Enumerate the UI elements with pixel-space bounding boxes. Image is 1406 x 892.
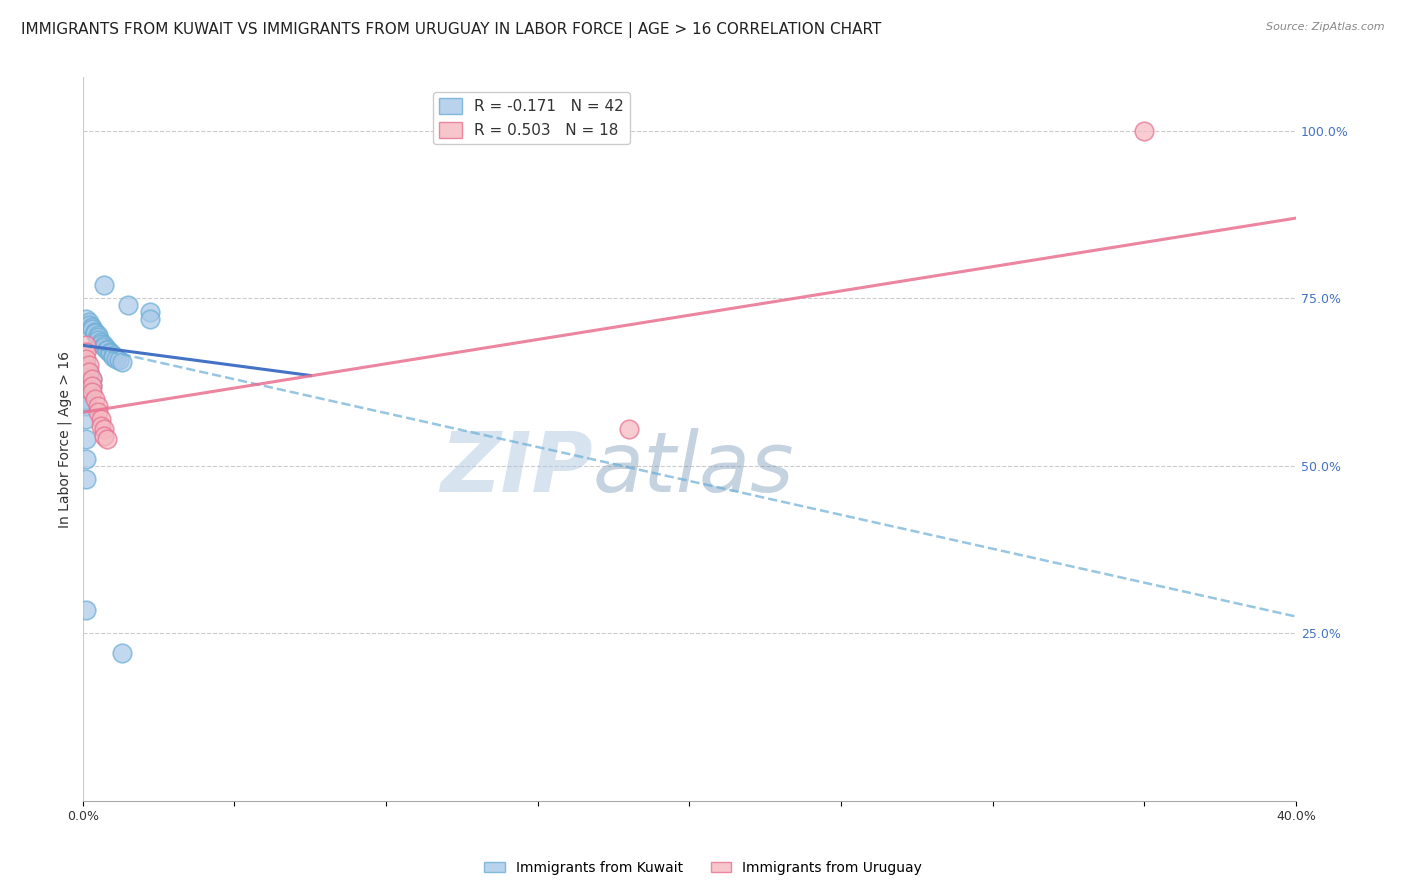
Text: IMMIGRANTS FROM KUWAIT VS IMMIGRANTS FROM URUGUAY IN LABOR FORCE | AGE > 16 CORR: IMMIGRANTS FROM KUWAIT VS IMMIGRANTS FRO… [21,22,882,38]
Point [80,319,103,334]
Legend: Immigrants from Kuwait, Immigrants from Uruguay: Immigrants from Kuwait, Immigrants from … [478,855,928,880]
Point [93,429,115,443]
Text: Source: ZipAtlas.com: Source: ZipAtlas.com [1267,22,1385,32]
Point [75,385,97,400]
Point [77,315,100,329]
Point [75,345,97,359]
Point [617,422,640,436]
Point [75,392,97,406]
Point [108,353,131,368]
Point [75,399,97,413]
Point [90,334,112,349]
Point [98,345,121,359]
Point [87,330,110,344]
Point [96,343,118,357]
Point [87,328,110,343]
Point [75,412,97,426]
Point [93,338,115,352]
Point [80,372,103,386]
Point [101,348,124,362]
Point [77,359,100,373]
Point [80,378,103,392]
Point [138,311,160,326]
Point [75,338,97,352]
Point [98,346,121,360]
Point [87,405,110,419]
Legend: R = -0.171   N = 42, R = 0.503   N = 18: R = -0.171 N = 42, R = 0.503 N = 18 [433,92,630,145]
Point [75,432,97,446]
Point [84,325,107,339]
Text: ZIP: ZIP [440,427,592,508]
Point [77,365,100,379]
Point [90,337,112,351]
Point [84,326,107,341]
Point [75,452,97,467]
Point [75,361,97,376]
Point [111,647,134,661]
Point [117,298,139,312]
Point [80,378,103,392]
Point [75,351,97,366]
Point [75,359,97,373]
Point [101,351,124,365]
Y-axis label: In Labor Force | Age > 16: In Labor Force | Age > 16 [58,351,72,527]
Point [84,392,107,406]
Point [93,278,115,293]
Point [96,432,118,446]
Point [77,368,100,383]
Point [96,342,118,356]
Point [80,385,103,400]
Point [93,422,115,436]
Point [87,333,110,347]
Point [1133,124,1156,138]
Text: atlas: atlas [592,427,794,508]
Point [77,365,100,379]
Point [90,412,112,426]
Point [75,603,97,617]
Point [105,351,128,366]
Point [80,321,103,335]
Point [87,399,110,413]
Point [77,318,100,333]
Point [138,305,160,319]
Point [111,355,134,369]
Point [93,340,115,354]
Point [90,418,112,433]
Point [75,311,97,326]
Point [75,472,97,486]
Point [80,372,103,386]
